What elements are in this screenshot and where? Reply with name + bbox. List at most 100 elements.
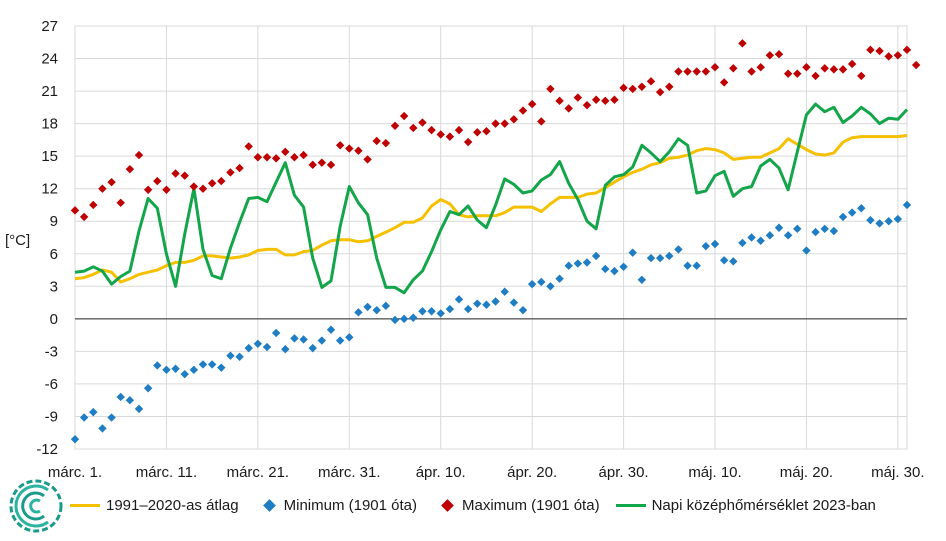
data-point-maximum	[253, 153, 263, 162]
data-point-minimum	[628, 248, 637, 257]
data-point-minimum	[701, 241, 711, 251]
data-point-minimum	[226, 351, 235, 360]
legend-item-minimum: Minimum (1901 óta)	[255, 497, 417, 514]
data-point-minimum	[655, 253, 665, 263]
data-point-minimum	[354, 308, 363, 317]
data-point-minimum	[244, 343, 253, 353]
data-point-minimum	[802, 246, 811, 255]
data-point-minimum	[372, 305, 381, 315]
legend-swatch-maximum	[441, 499, 454, 512]
data-point-maximum	[546, 84, 555, 94]
y-axis-label: [°C]	[5, 232, 30, 249]
data-point-minimum	[189, 365, 199, 375]
legend-item-daily: Napi középhőmérséklet 2023-ban	[615, 497, 876, 514]
data-point-maximum	[354, 146, 363, 155]
data-point-maximum	[134, 150, 144, 160]
data-point-maximum	[610, 95, 619, 104]
x-axis-ticks: márc. 1. márc. 11. márc. 21. márc. 31. ápr. …	[48, 464, 925, 481]
data-point-minimum	[290, 334, 299, 343]
data-point-maximum	[738, 39, 747, 48]
data-point-maximum	[591, 95, 601, 104]
x-tick-label: márc. 1.	[48, 464, 102, 481]
data-point-maximum	[655, 87, 665, 97]
legend-swatch-daily	[615, 504, 646, 507]
data-point-minimum	[207, 360, 217, 369]
data-point-minimum	[564, 261, 573, 270]
data-point-maximum	[381, 138, 391, 148]
data-point-minimum	[409, 313, 418, 322]
data-point-minimum	[317, 336, 327, 345]
data-point-minimum	[573, 259, 583, 268]
legend-label-maximum: Maximum (1901 óta)	[462, 497, 600, 514]
data-point-maximum	[646, 77, 656, 86]
data-point-maximum	[555, 96, 564, 106]
data-point-maximum	[701, 67, 711, 76]
legend-item-average: 1991–2020-as átlag	[70, 497, 239, 514]
data-point-minimum	[162, 365, 171, 375]
data-point-maximum	[98, 184, 107, 193]
plot-area-border	[74, 25, 908, 450]
data-point-maximum	[189, 182, 199, 191]
data-point-maximum	[884, 52, 893, 61]
x-tick-label: máj. 30.	[871, 464, 924, 481]
data-point-minimum	[601, 264, 610, 274]
data-point-maximum	[262, 153, 272, 162]
data-point-maximum	[793, 69, 802, 78]
data-point-minimum	[527, 279, 537, 289]
data-point-maximum	[372, 136, 381, 146]
data-point-minimum	[546, 282, 555, 291]
legend-label-daily: Napi középhőmérséklet 2023-ban	[651, 497, 876, 514]
x-tick-label: máj. 10.	[688, 464, 741, 481]
data-point-maximum	[473, 128, 482, 137]
data-point-maximum	[162, 185, 171, 194]
data-point-minimum	[79, 413, 89, 422]
data-point-minimum	[217, 363, 226, 372]
data-point-maximum	[719, 78, 729, 87]
data-point-maximum	[363, 155, 372, 164]
data-point-minimum	[180, 369, 189, 379]
data-point-minimum	[399, 314, 409, 324]
data-point-minimum	[619, 262, 628, 271]
data-point-maximum	[637, 82, 647, 91]
data-point-minimum	[390, 315, 400, 325]
data-point-minimum	[335, 336, 345, 345]
data-point-minimum	[610, 266, 619, 276]
x-tick-label: ápr. 20.	[507, 464, 557, 481]
data-point-minimum	[482, 300, 491, 309]
data-point-minimum	[774, 223, 784, 232]
y-tick-label: 9	[50, 213, 58, 230]
data-point-maximum	[829, 65, 839, 74]
data-point-minimum	[271, 328, 281, 338]
data-point-maximum	[573, 93, 583, 102]
data-point-minimum	[875, 219, 884, 228]
data-point-maximum	[820, 64, 829, 73]
data-point-maximum	[180, 171, 189, 180]
legend-item-maximum: Maximum (1901 óta)	[433, 497, 600, 514]
data-point-minimum	[70, 435, 80, 444]
data-point-minimum	[509, 298, 519, 307]
data-point-maximum	[335, 141, 345, 150]
y-tick-label: -6	[45, 376, 58, 393]
data-point-maximum	[290, 153, 299, 162]
data-point-minimum	[820, 224, 829, 234]
data-point-maximum	[317, 158, 327, 167]
data-point-maximum	[418, 118, 427, 127]
data-point-minimum	[518, 305, 528, 315]
data-point-maximum	[308, 160, 317, 170]
data-point-maximum	[564, 104, 573, 113]
data-point-maximum	[811, 71, 820, 81]
data-point-minimum	[143, 384, 153, 393]
data-point-maximum	[729, 64, 738, 73]
data-point-minimum	[125, 395, 135, 405]
data-point-minimum	[326, 325, 336, 334]
data-point-minimum	[262, 342, 272, 352]
y-tick-label: 18	[41, 116, 58, 133]
data-point-minimum	[345, 333, 354, 342]
data-point-minimum	[436, 309, 445, 318]
data-point-maximum	[500, 119, 509, 128]
chart-legend: 1991–2020-as átlag Minimum (1901 óta) Ma…	[70, 497, 876, 514]
series-layer	[70, 39, 921, 444]
data-point-minimum	[902, 200, 912, 210]
data-point-maximum	[911, 60, 921, 70]
data-point-minimum	[683, 261, 692, 270]
